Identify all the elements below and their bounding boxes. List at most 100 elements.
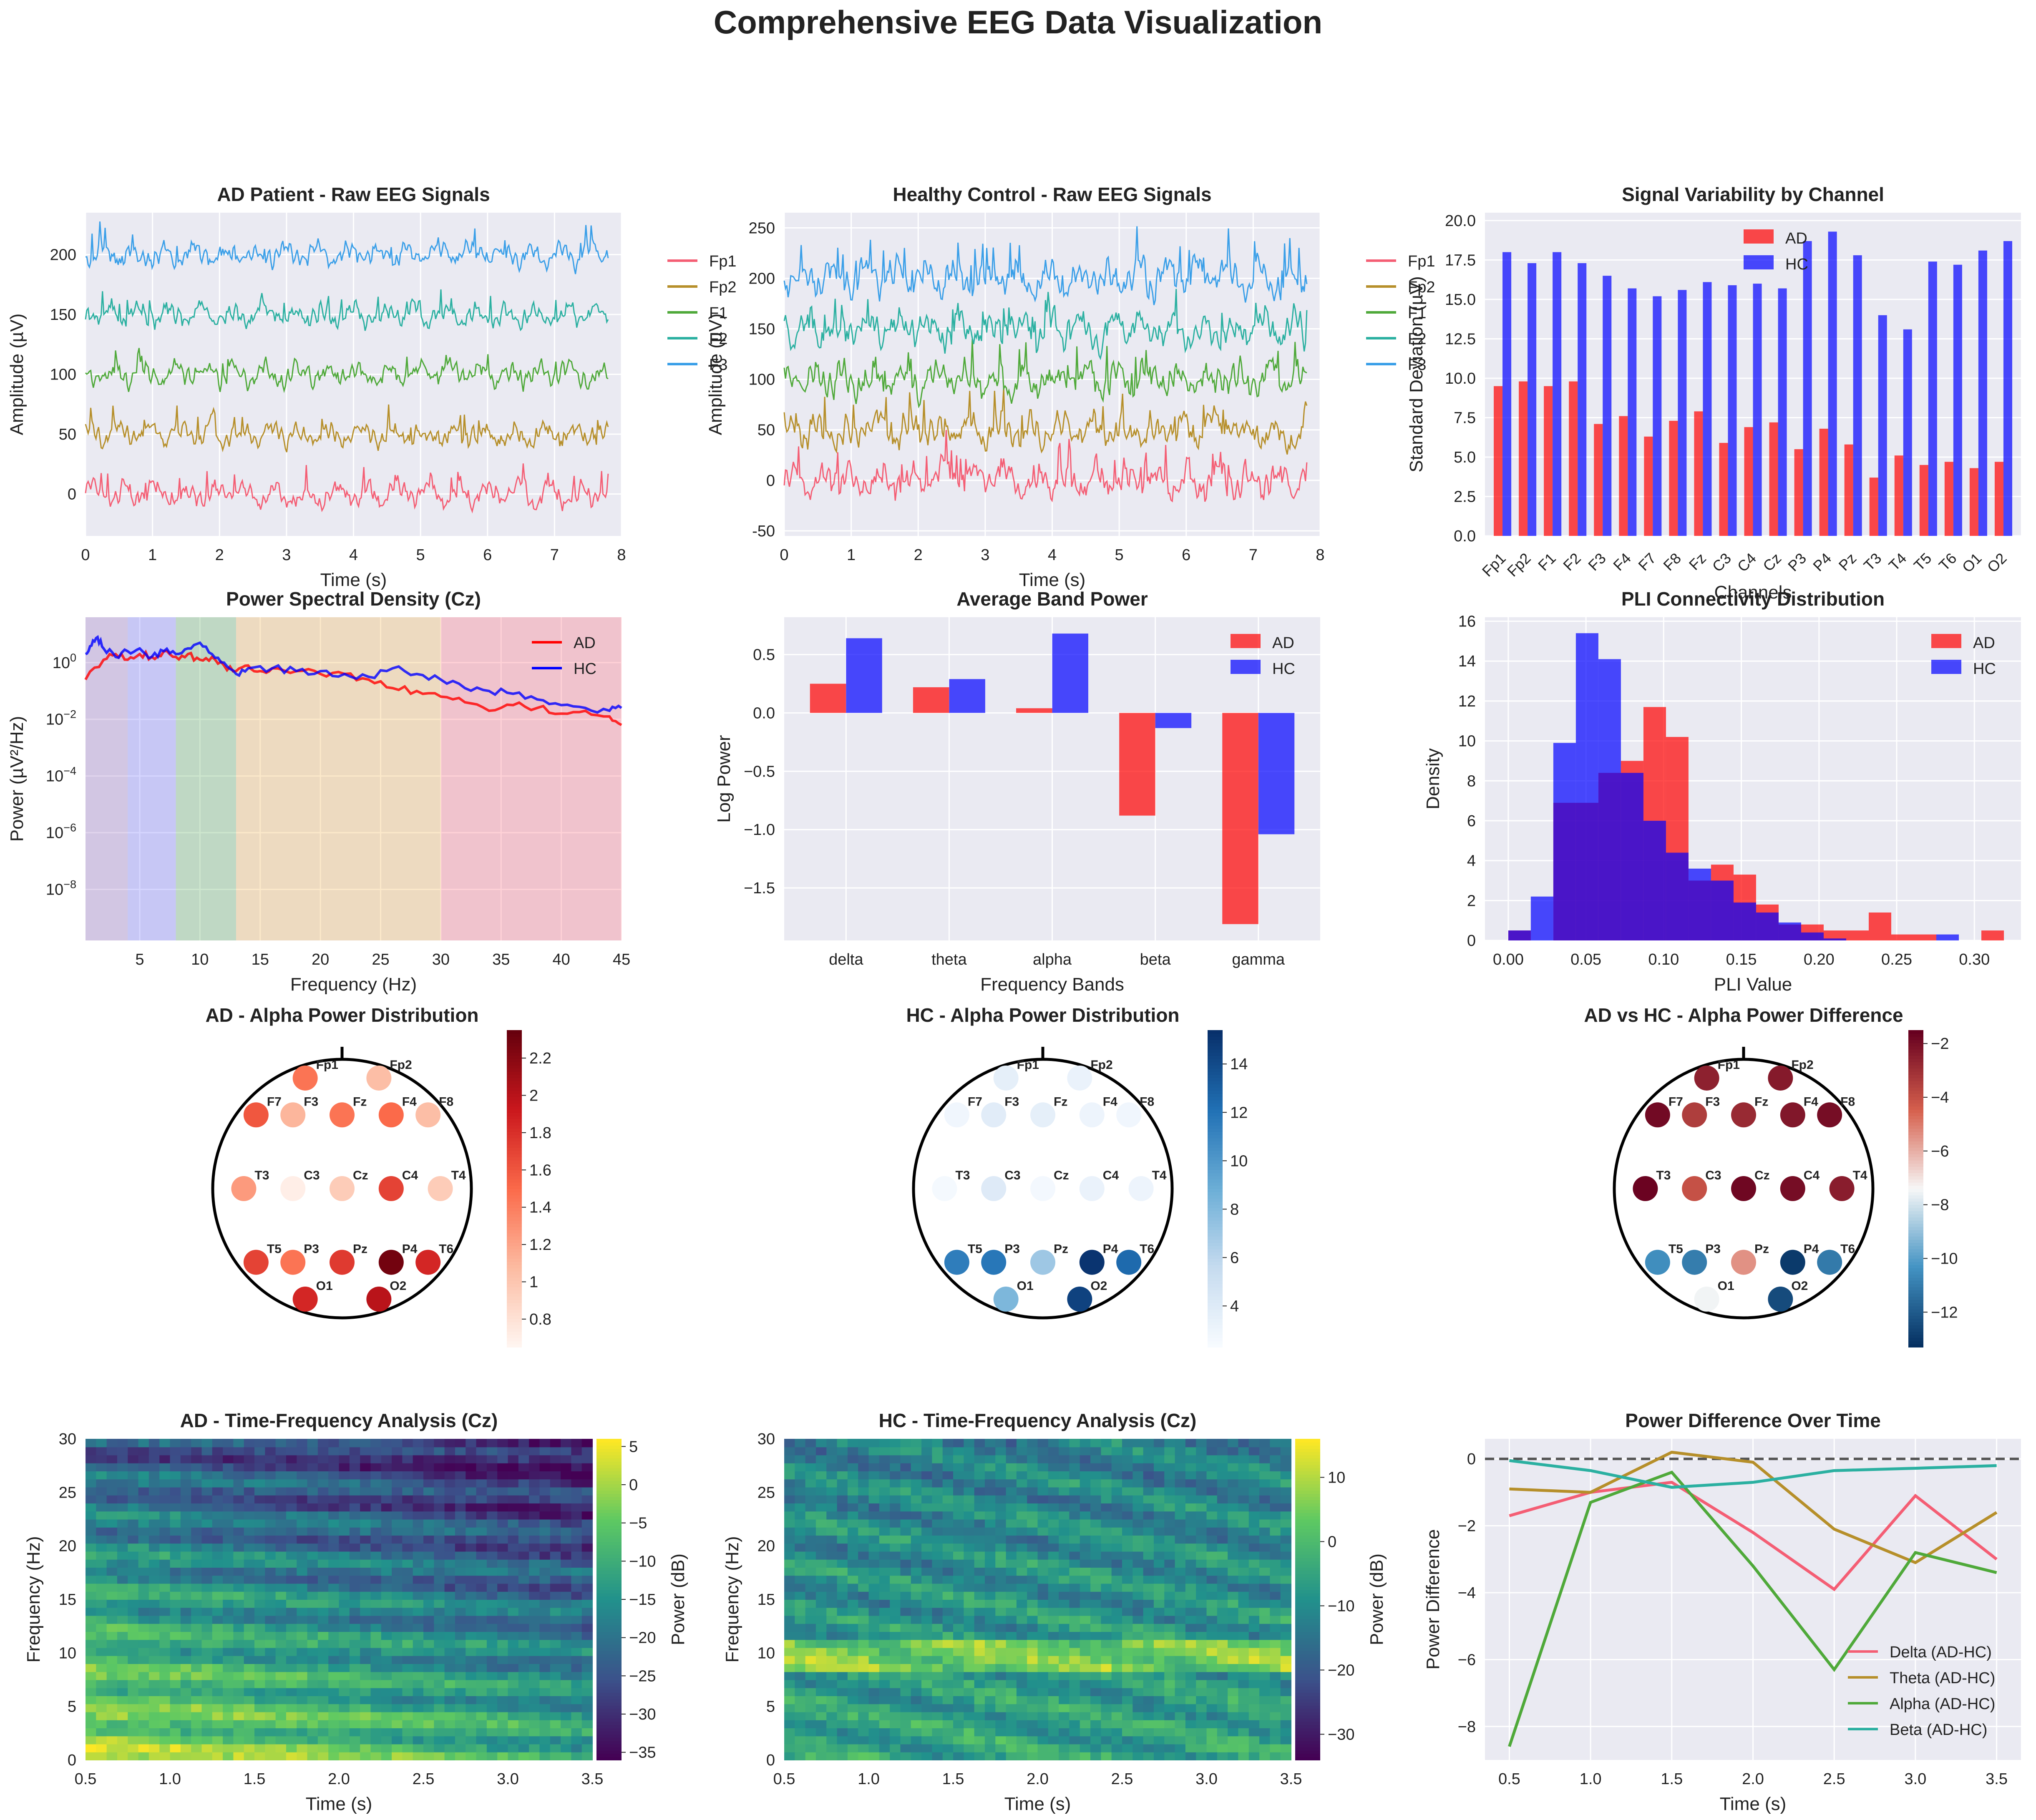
tf-cell (370, 1463, 382, 1471)
tf-cell (1228, 1752, 1239, 1760)
tf-cell (1196, 1591, 1207, 1600)
tf-cell (847, 1527, 859, 1536)
tf-cell (106, 1487, 118, 1496)
tf-cell (932, 1687, 943, 1696)
tf-cell (466, 1631, 477, 1640)
tf-cell (434, 1712, 445, 1720)
tf-cell (1037, 1655, 1049, 1664)
tf-cell (117, 1559, 128, 1568)
tf-cell (1122, 1687, 1133, 1696)
tf-cell (1248, 1679, 1260, 1688)
tf-cell (868, 1704, 880, 1712)
colorbar-cell (596, 1731, 622, 1735)
tf-cell (297, 1591, 308, 1600)
tf-cell (1027, 1719, 1038, 1728)
tf-cell (106, 1471, 118, 1480)
tf-cell (148, 1752, 160, 1760)
colorbar-cell (1208, 1036, 1223, 1040)
tf-cell (128, 1447, 139, 1455)
tf-cell (911, 1439, 922, 1448)
colorbar-cell (1295, 1699, 1320, 1703)
tf-cell (349, 1623, 361, 1632)
tf-cell (837, 1599, 848, 1608)
tf-cell (1217, 1527, 1228, 1536)
tf-cell (307, 1463, 318, 1471)
tf-cell (837, 1696, 848, 1704)
tf-cell (254, 1519, 266, 1528)
tf-cell (223, 1623, 234, 1632)
tf-cell (1080, 1535, 1091, 1544)
tf-cell (1090, 1744, 1102, 1752)
tf-cell (1153, 1559, 1165, 1568)
tf-cell (466, 1704, 477, 1712)
tf-cell (561, 1543, 572, 1552)
tf-cell (286, 1495, 297, 1503)
tf-cell (254, 1535, 266, 1544)
tf-cell (1238, 1583, 1249, 1592)
colorbar-cell (1295, 1439, 1320, 1443)
tf-cell (900, 1728, 911, 1737)
tf-cell (1259, 1719, 1271, 1728)
tf-cell (265, 1567, 276, 1576)
tf-cell (815, 1736, 827, 1745)
tf-cell (86, 1551, 97, 1560)
tf-cell (476, 1752, 487, 1760)
tf-cell (847, 1752, 859, 1760)
tf-cell (995, 1664, 1007, 1672)
colorbar-cell (596, 1667, 622, 1671)
tf-cell (953, 1487, 964, 1496)
tf-cell (815, 1599, 827, 1608)
tf-cell (815, 1655, 827, 1664)
tf-cell (349, 1639, 361, 1648)
colorbar-cell (1908, 1128, 1923, 1132)
x-tick-label: T4 (1885, 550, 1910, 574)
tf-cell (317, 1672, 329, 1680)
electrode-T5 (243, 1249, 269, 1275)
tf-cell (191, 1575, 202, 1584)
tf-cell (434, 1679, 445, 1688)
tf-cell (381, 1672, 393, 1680)
tf-cell (1133, 1519, 1144, 1528)
tf-cell (921, 1672, 933, 1680)
tf-cell (784, 1559, 795, 1568)
tf-cell (550, 1607, 561, 1616)
colorbar-cell (1295, 1715, 1320, 1719)
colorbar-cell (507, 1052, 522, 1056)
tf-cell (138, 1495, 149, 1503)
colorbar-cell (1208, 1179, 1223, 1183)
tf-cell (1217, 1447, 1228, 1455)
tf-cell (286, 1559, 297, 1568)
tf-cell (159, 1655, 171, 1664)
tf-cell (953, 1551, 964, 1560)
tf-cell (1185, 1744, 1197, 1752)
colorbar-tick-label: −30 (629, 1706, 656, 1723)
tf-cell (539, 1679, 551, 1688)
tf-cell (244, 1647, 255, 1656)
tf-cell (964, 1631, 975, 1640)
tf-cell (550, 1752, 561, 1760)
colorbar-cell (507, 1112, 522, 1116)
tf-cell (1069, 1487, 1080, 1496)
tf-cell (117, 1712, 128, 1720)
tf-cell (1090, 1719, 1102, 1728)
tf-cell (106, 1551, 118, 1560)
tf-cell (1122, 1575, 1133, 1584)
tf-cell (1133, 1655, 1144, 1664)
tf-cell (86, 1655, 97, 1664)
y-axis-label: Frequency (Hz) (722, 1536, 742, 1662)
tf-cell (170, 1543, 181, 1552)
tf-cell (900, 1623, 911, 1632)
colorbar-cell (1208, 1296, 1223, 1300)
y-tick-label: 0 (1467, 1450, 1476, 1468)
tf-cell (244, 1487, 255, 1496)
colorbar-cell (507, 1334, 522, 1338)
tf-cell (381, 1607, 393, 1616)
tf-cell (539, 1535, 551, 1544)
tf-cell (212, 1687, 224, 1696)
tf-cell (529, 1631, 540, 1640)
tf-cell (117, 1655, 128, 1664)
electrode-T3 (932, 1176, 957, 1201)
tf-cell (413, 1495, 424, 1503)
tf-cell (1016, 1463, 1028, 1471)
tf-cell (86, 1543, 97, 1552)
